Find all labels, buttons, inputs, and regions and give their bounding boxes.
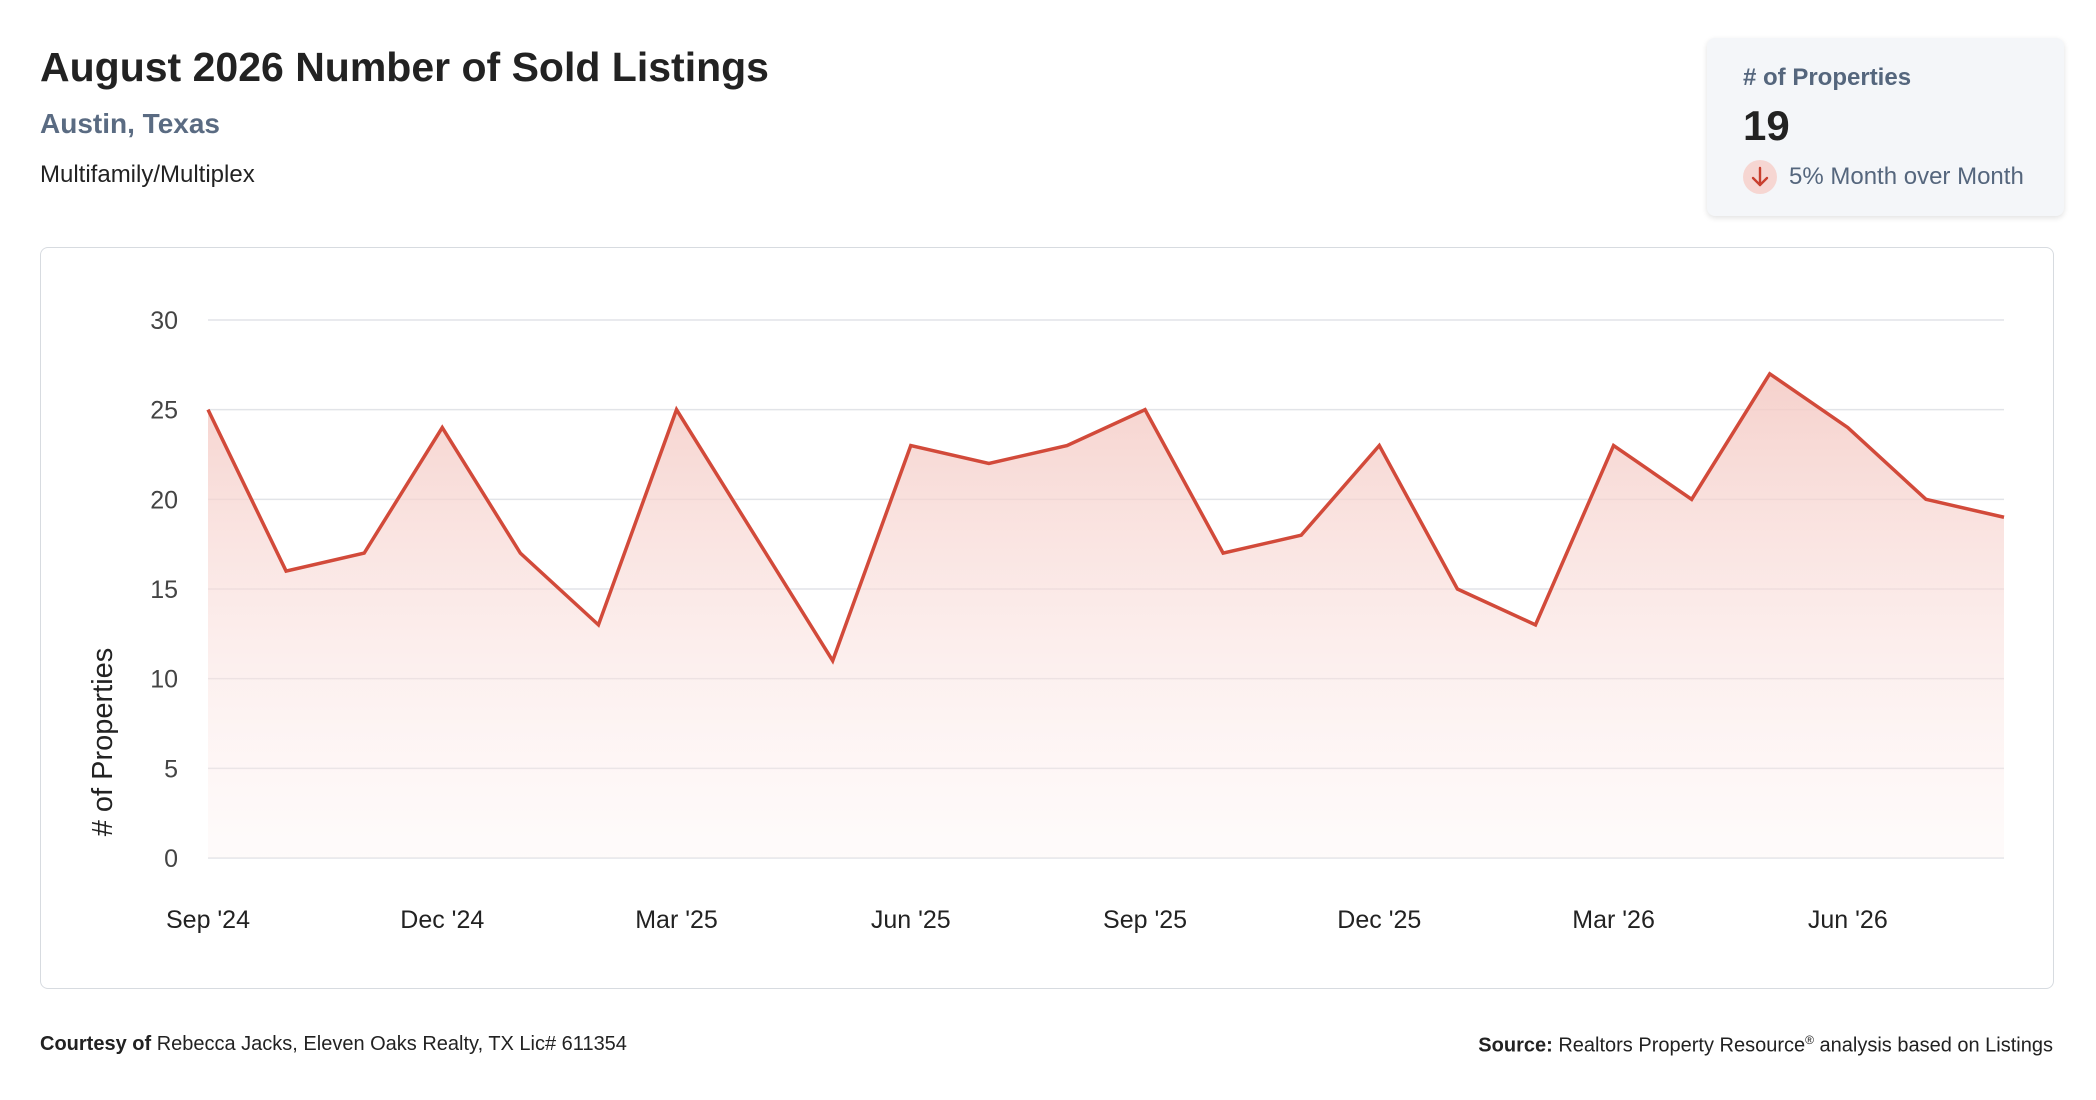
line-layer: [206, 371, 2006, 665]
source-label: Source:: [1478, 1034, 1553, 1057]
x-tick-label: Jun '26: [1808, 906, 1888, 934]
y-tick-label: 0: [164, 845, 178, 873]
y-tick-label: 30: [150, 307, 178, 335]
data-point: [2002, 515, 2006, 519]
series-line: [206, 371, 2005, 665]
change-text: 5% Month over Month: [1789, 163, 2024, 190]
stat-value: 19: [1743, 102, 1790, 149]
data-point: [1065, 444, 1069, 448]
x-tick-label: Mar '25: [635, 906, 718, 934]
x-tick-label: Sep '24: [166, 906, 250, 934]
location-subtitle: Austin, Texas: [40, 108, 220, 139]
chart-panel: 0 5 10 15 20 25 30 Sep '24 Dec '24 Mar '25 Jun '2…: [40, 247, 2054, 989]
source-footer: Source: Realtors Property Resource® anal…: [1478, 1033, 2053, 1058]
data-point: [1768, 372, 1772, 376]
data-point: [987, 461, 991, 465]
data-point: [753, 533, 757, 537]
sold-listings-chart: 0 5 10 15 20 25 30 Sep '24 Dec '24 Mar '25 Jun '2…: [87, 307, 2006, 934]
y-tick-label: 5: [164, 755, 178, 783]
source-text: Realtors Property Resource: [1558, 1034, 1806, 1057]
page-title: August 2026 Number of Sold Listings: [40, 44, 769, 90]
area-layer: [208, 373, 2004, 858]
stat-label: # of Properties: [1743, 64, 1912, 91]
property-category: Multifamily/Multiplex: [40, 161, 255, 188]
data-point: [1612, 444, 1616, 448]
data-point: [284, 569, 288, 573]
stat-card: # of Properties 19 5% Month over Month: [1707, 38, 2064, 216]
x-tick-label: Dec '25: [1337, 906, 1421, 934]
data-point: [1377, 444, 1381, 448]
data-point: [831, 659, 835, 663]
x-tick-label: Dec '24: [400, 906, 484, 934]
courtesy-text: Rebecca Jacks, Eleven Oaks Realty, TX Li…: [156, 1033, 627, 1055]
source-suffix: analysis based on Listings: [1819, 1034, 2053, 1057]
y-axis-ticks: 0 5 10 15 20 25 30: [150, 307, 178, 873]
y-tick-label: 25: [150, 397, 178, 425]
registered-mark: ®: [1805, 1033, 1814, 1047]
courtesy-footer: Courtesy of Rebecca Jacks, Eleven Oaks R…: [40, 1033, 627, 1056]
data-point: [596, 623, 600, 627]
data-point: [1143, 408, 1147, 412]
data-point: [1924, 497, 1928, 501]
data-point: [1690, 497, 1694, 501]
stat-change: 5% Month over Month: [1743, 160, 2024, 194]
data-point: [675, 408, 679, 412]
data-point: [1846, 426, 1850, 430]
area-fill: [208, 373, 2004, 858]
data-point: [518, 551, 522, 555]
courtesy-label: Courtesy of: [40, 1033, 152, 1055]
x-tick-label: Sep '25: [1103, 906, 1187, 934]
y-axis-label: # of Properties: [87, 648, 119, 837]
data-point: [362, 551, 366, 555]
arrow-down-icon: [1743, 160, 1777, 194]
x-axis-ticks: Sep '24 Dec '24 Mar '25 Jun '25 Sep '25 Dec '…: [166, 906, 1888, 934]
data-point: [1455, 587, 1459, 591]
data-point: [1533, 623, 1537, 627]
y-tick-label: 15: [150, 576, 178, 604]
x-tick-label: Jun '25: [871, 906, 951, 934]
y-tick-label: 20: [150, 486, 178, 514]
data-point: [1299, 533, 1303, 537]
x-tick-label: Mar '26: [1572, 906, 1655, 934]
data-point: [440, 426, 444, 430]
data-point: [1221, 551, 1225, 555]
y-tick-label: 10: [150, 666, 178, 694]
data-point: [206, 408, 210, 412]
data-point: [909, 444, 913, 448]
